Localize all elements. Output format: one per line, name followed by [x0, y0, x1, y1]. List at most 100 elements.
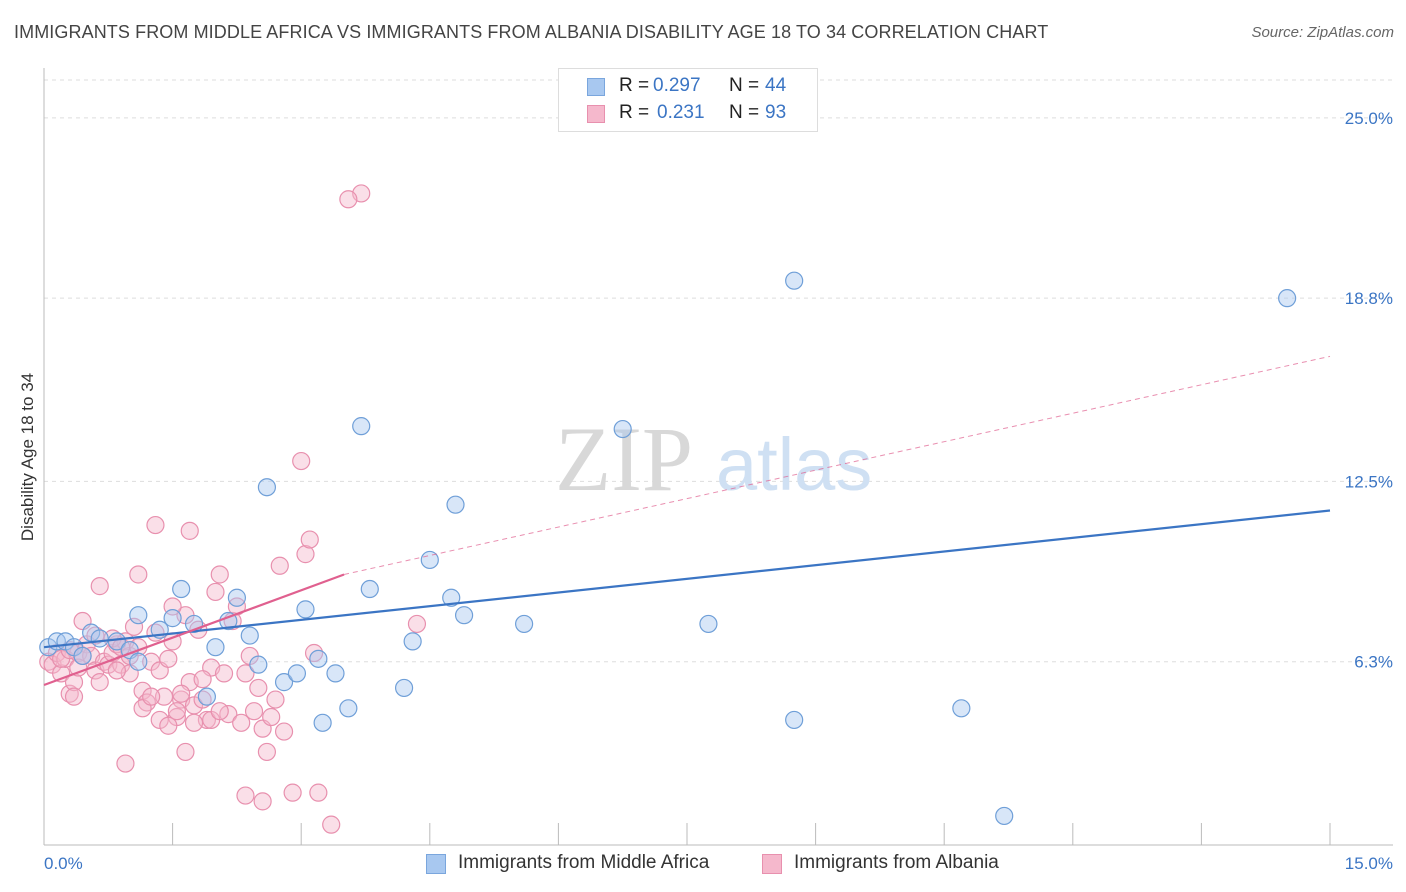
source-label: Source: ZipAtlas.com — [1251, 24, 1394, 41]
albania-point — [176, 742, 195, 762]
bottom-legend-swatch-pink — [762, 854, 782, 874]
middle-africa-point — [129, 652, 148, 671]
albania-point — [244, 702, 264, 721]
legend-swatch-blue — [587, 78, 605, 96]
legend-n-label: N = — [729, 75, 760, 96]
middle-africa-point — [249, 655, 268, 674]
albania-point — [407, 614, 427, 634]
albania-point — [142, 687, 161, 706]
middle-africa-point — [613, 419, 632, 439]
albania-point — [266, 690, 285, 709]
middle-africa-point — [227, 588, 246, 607]
middle-africa-point — [206, 638, 225, 657]
bottom-legend-label: Immigrants from Albania — [794, 852, 999, 873]
watermark-atlas: atlas — [716, 423, 872, 506]
axes — [43, 68, 1393, 846]
middle-africa-point — [172, 579, 191, 599]
albania-point — [193, 670, 212, 689]
y-tick-label: 25.0% — [1345, 109, 1393, 128]
albania-point — [64, 687, 84, 706]
albania-point — [129, 565, 148, 584]
albania-point — [107, 661, 126, 680]
albania-point — [159, 716, 178, 735]
albania-point — [300, 530, 319, 549]
y-tick-label: 6.3% — [1354, 653, 1393, 672]
legend-swatch-pink — [587, 105, 605, 123]
albania-point — [257, 742, 277, 762]
series-albania-points — [39, 184, 427, 834]
albania-point — [283, 783, 302, 802]
albania-point — [146, 515, 165, 535]
y-tick-label: 12.5% — [1345, 472, 1393, 491]
middle-africa-point — [339, 699, 358, 718]
legend-n-label: N = — [729, 102, 760, 123]
middle-africa-point — [995, 806, 1014, 826]
albania-trendline — [43, 573, 345, 687]
albania-point — [236, 786, 255, 805]
middle-africa-point — [952, 699, 971, 718]
albania-point — [339, 190, 358, 209]
middle-africa-point — [274, 673, 294, 692]
legend-r-value: 0.297 — [653, 75, 701, 96]
middle-africa-point — [296, 600, 315, 619]
albania-point — [124, 617, 144, 636]
albania-point — [249, 678, 268, 698]
albania-point — [236, 664, 255, 683]
middle-africa-point — [515, 614, 534, 634]
middle-africa-point — [73, 646, 92, 666]
albania-trendline-extension — [343, 355, 1331, 575]
albania-point — [172, 684, 191, 703]
albania-point — [90, 673, 109, 692]
legend-r-value: 0.231 — [657, 102, 705, 123]
middle-africa-point — [442, 588, 461, 607]
middle-africa-point — [454, 606, 474, 625]
albania-point — [274, 722, 294, 741]
albania-point — [154, 687, 174, 706]
albania-point — [159, 649, 178, 668]
albania-point — [253, 792, 272, 811]
middle-africa-point — [90, 629, 109, 648]
middle-africa-point — [403, 632, 422, 651]
middle-africa-point — [129, 606, 148, 625]
middle-africa-point — [420, 550, 439, 570]
middle-africa-point — [326, 664, 345, 683]
albania-point — [90, 577, 109, 596]
albania-point — [214, 664, 234, 683]
middle-africa-point — [313, 713, 332, 732]
middle-africa-point — [1278, 289, 1297, 308]
albania-point — [210, 702, 229, 721]
middle-africa-point — [446, 495, 465, 514]
correlation-legend: R = 0.297 N = 44 R = 0.231 N = 93 — [558, 68, 818, 132]
bottom-legend-label: Immigrants from Middle Africa — [458, 852, 710, 873]
bottom-legend-swatch-blue — [426, 854, 446, 874]
y-tick-labels: 6.3% 12.5% 18.8% 25.0% — [1345, 109, 1393, 672]
middle-africa-point — [163, 609, 182, 628]
y-axis-label: Disability Age 18 to 34 — [18, 373, 37, 541]
middle-africa-point — [699, 614, 718, 634]
middle-africa-point — [240, 626, 259, 645]
middle-africa-point — [257, 478, 277, 497]
middle-africa-point — [785, 710, 804, 730]
legend-r-label: R = — [619, 75, 650, 96]
albania-point — [270, 556, 289, 575]
albania-point — [210, 565, 229, 584]
legend-n-value: 44 — [765, 75, 787, 96]
middle-africa-point — [394, 678, 414, 698]
middle-africa-point — [287, 664, 307, 683]
x-tick-min: 0.0% — [44, 854, 83, 873]
albania-point — [292, 451, 311, 471]
watermark-zip: ZIP — [555, 408, 693, 510]
albania-point — [184, 713, 204, 732]
middle-africa-point — [352, 417, 371, 436]
albania-point — [116, 754, 135, 773]
legend-r-label: R = — [619, 102, 650, 123]
trendlines — [43, 355, 1331, 687]
middle-africa-point — [197, 687, 216, 706]
albania-point — [232, 713, 251, 732]
middle-africa-point — [360, 579, 379, 599]
middle-africa-point — [785, 271, 804, 290]
chart-title: IMMIGRANTS FROM MIDDLE AFRICA VS IMMIGRA… — [14, 22, 1049, 42]
middle-africa-trendline — [43, 509, 1331, 649]
albania-point — [262, 707, 281, 727]
